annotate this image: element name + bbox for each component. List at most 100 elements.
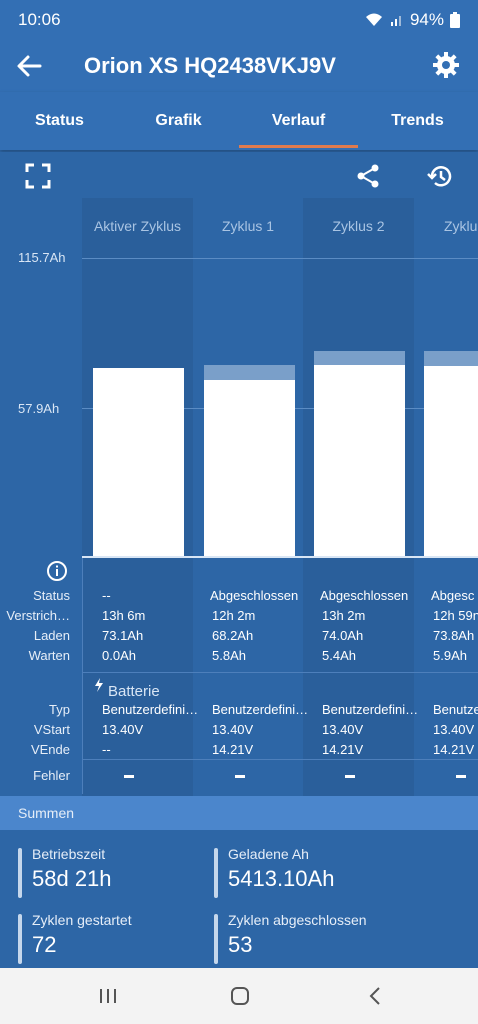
system-nav-bar [0,968,478,1024]
table-cell: Abgeschlossen [320,588,408,603]
bar-laden[interactable] [204,380,295,556]
tab-status[interactable]: Status [0,92,119,150]
stat-label: Geladene Ah [228,846,309,862]
table-cell: 14.21V [433,742,474,757]
fehler-dash [345,775,355,778]
recent-apps-icon[interactable] [94,982,122,1010]
bar-laden[interactable] [424,366,478,556]
info-icon[interactable] [46,560,68,582]
table-cell: 14.21V [322,742,363,757]
table-cell: Benutzerdefini… [212,702,308,717]
row-label: Laden [0,628,70,643]
table-cell: Abgeschlossen [210,588,298,603]
share-icon[interactable] [354,162,382,190]
table-cell: 13.40V [102,722,143,737]
battery-percent: 94% [410,10,444,30]
table-cell: 68.2Ah [212,628,253,643]
status-icons: 94% [364,10,460,30]
back-icon[interactable] [362,982,390,1010]
table-cell: 13.40V [433,722,474,737]
row-label: VStart [0,722,70,737]
bar-warten[interactable] [424,351,478,366]
row-label-fehler: Fehler [0,768,70,783]
column-header[interactable]: Zyklus 1 [193,218,303,234]
table-cell: 13.40V [212,722,253,737]
history-chart: Aktiver Zyklus Zyklus 1 Zyklus 2 Zyklu 1… [0,198,478,796]
battery-icon [450,12,460,28]
divider [82,759,478,760]
stat-accent [214,914,218,964]
table-cell: Benutzerdefini… [102,702,198,717]
stat-value: 58d 21h [32,866,112,892]
table-cell: 12h 59n [433,608,478,623]
table-cell: 74.0Ah [322,628,363,643]
table-cell: 5.8Ah [212,648,246,663]
gridline [82,258,478,259]
table-cell: 5.9Ah [433,648,467,663]
divider [82,672,478,673]
bar-warten[interactable] [204,365,295,380]
stat-zyklen-abgeschlossen: Zyklen abgeschlossen 53 [214,912,404,966]
chart-toolbar [0,152,478,198]
summen-header: Summen [0,796,478,830]
table-cell: -- [102,588,111,603]
column-header[interactable]: Zyklu [414,218,478,234]
table-cell: 14.21V [212,742,253,757]
page-title: Orion XS HQ2438VKJ9V [84,53,336,79]
status-bar: 10:06 94% [0,0,478,40]
table-cell: 73.1Ah [102,628,143,643]
signal-icon [390,13,404,27]
summen-title: Summen [18,805,74,821]
table-cell: 0.0Ah [102,648,136,663]
stat-betriebszeit: Betriebszeit 58d 21h [18,846,208,900]
row-label: Typ [0,702,70,717]
table-cell: Benutze [433,702,478,717]
tab-grafik[interactable]: Grafik [119,92,238,150]
tab-verlauf[interactable]: Verlauf [239,92,358,150]
stat-value: 5413.10Ah [228,866,334,892]
stat-zyklen-gestartet: Zyklen gestartet 72 [18,912,208,966]
back-arrow-icon[interactable] [14,52,44,80]
stat-value: 72 [32,932,56,958]
table-cell: Abgesc [431,588,474,603]
x-axis-baseline [82,556,478,558]
table-cell: 12h 2m [212,608,255,623]
column-header[interactable]: Aktiver Zyklus [82,218,193,234]
bolt-icon [94,678,104,692]
fehler-dash [456,775,466,778]
history-icon[interactable] [426,162,454,190]
row-label: Warten [0,648,70,663]
table-cell: 73.8Ah [433,628,474,643]
app-bar: Orion XS HQ2438VKJ9V [0,40,478,92]
column-header[interactable]: Zyklus 2 [303,218,414,234]
fehler-dash [124,775,134,778]
stat-value: 53 [228,932,252,958]
wifi-icon [364,12,384,28]
tab-trends[interactable]: Trends [358,92,477,150]
row-label: Verstrich… [0,608,70,623]
stat-label: Zyklen gestartet [32,912,132,928]
bar-warten[interactable] [314,351,405,365]
battery-section-label: Batterie [108,683,160,700]
stat-geladene-ah: Geladene Ah 5413.10Ah [214,846,404,900]
table-cell: 13h 6m [102,608,145,623]
tab-bar: Status Grafik Verlauf Trends [0,92,478,150]
table-cell: 13.40V [322,722,363,737]
table-cell: 5.4Ah [322,648,356,663]
stat-label: Betriebszeit [32,846,105,862]
row-label: VEnde [0,742,70,757]
stat-accent [214,848,218,898]
gear-icon[interactable] [432,51,460,79]
bar-laden[interactable] [314,365,405,556]
table-cell: 13h 2m [322,608,365,623]
bar-laden[interactable] [93,368,184,556]
stat-label: Zyklen abgeschlossen [228,912,367,928]
stat-accent [18,848,22,898]
fullscreen-icon[interactable] [24,162,52,190]
home-icon[interactable] [226,982,254,1010]
table-cell: Benutzerdefini… [322,702,418,717]
fehler-dash [235,775,245,778]
y-tick-label: 115.7Ah [18,250,65,265]
y-tick-label: 57.9Ah [18,401,59,416]
clock: 10:06 [18,10,61,30]
